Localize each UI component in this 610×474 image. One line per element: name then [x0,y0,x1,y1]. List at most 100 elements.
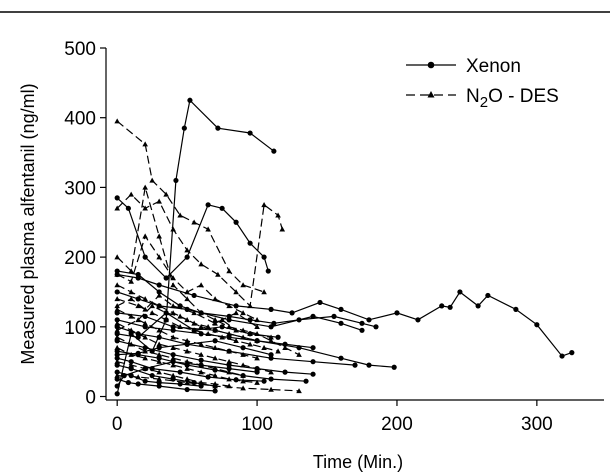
data-point [261,289,267,295]
data-point [247,130,253,136]
data-point [240,327,246,333]
data-point [156,233,162,239]
data-point [184,317,190,323]
data-point [142,205,148,211]
data-point [184,379,190,385]
data-point [114,334,120,340]
data-point [142,141,148,147]
data-point [359,327,365,333]
data-point [114,289,120,295]
data-point [198,351,204,357]
data-point [177,324,183,330]
data-point [170,327,176,333]
data-point [205,330,211,337]
data-point [268,352,274,358]
data-point [212,355,218,361]
data-point [170,355,176,361]
data-point [303,378,309,384]
data-point [170,352,176,358]
y-tick-label: 100 [64,318,96,339]
data-point [170,344,176,350]
series-layer [114,97,575,397]
legend-n2o-des-label-rest: O - DES [488,86,559,107]
data-point [268,324,274,330]
data-point [184,337,190,343]
data-point [310,313,316,319]
data-point [226,358,232,364]
y-tick-label: 400 [64,109,96,130]
data-point [128,191,134,197]
data-point [226,348,232,354]
data-point [240,385,246,391]
data-point [135,334,141,340]
series-n2o-des-25 [114,344,260,385]
data-point [254,317,260,323]
data-point [114,327,120,333]
data-point [184,296,190,302]
data-point [338,355,344,361]
data-point [247,303,253,309]
data-point [212,320,218,326]
data-point [226,303,232,309]
series-line [117,340,314,375]
data-point [212,317,218,323]
data-point [128,327,134,333]
data-point [198,324,204,330]
data-point [275,212,281,218]
data-point [128,268,134,274]
data-point [135,303,141,309]
series-xenon-2 [114,271,575,359]
data-point [391,364,397,370]
data-point [163,191,169,197]
data-point [156,292,162,298]
data-point [177,381,183,387]
data-point [177,369,183,375]
data-point [219,334,225,340]
data-point [173,177,179,184]
data-point [170,226,176,232]
data-point [359,320,365,326]
legend-xenon-label: Xenon [466,56,521,77]
data-point [163,310,169,316]
series-n2o-des-21 [114,296,281,354]
series-xenon-1 [114,195,271,281]
data-point [198,310,204,316]
data-point [198,341,204,347]
data-point [233,337,239,343]
series-n2o-des-17 [114,118,267,295]
y-tick-label: 0 [85,388,96,409]
x-tick-label: 0 [112,414,123,435]
data-point [135,296,141,302]
legend-n2o-des-marker [427,91,435,98]
data-point [114,118,120,124]
data-point [142,378,148,384]
data-point [240,351,246,357]
data-point [394,310,400,316]
data-point [125,205,131,211]
series-n2o-des-23 [114,320,274,375]
data-point [240,334,246,340]
data-point [215,271,221,277]
data-point [191,310,197,316]
data-point [149,310,155,316]
data-point [156,303,162,309]
data-point [205,324,211,330]
data-point [135,317,141,323]
data-point [142,355,148,361]
x-axis-label: Time (Min.) [313,452,403,472]
series-n2o-des-18 [114,191,286,309]
data-point [191,219,197,225]
y-axis-ticks: 0 100 200 300 400 500 [64,39,106,409]
y-tick-label: 500 [64,39,96,60]
series-line [116,99,275,394]
data-point [156,327,162,333]
data-point [142,296,148,302]
data-point [198,379,204,385]
data-point [114,254,120,260]
data-point [205,202,211,208]
data-point [177,212,183,218]
data-point [282,344,288,350]
data-point [296,351,302,357]
series-line [117,375,300,392]
data-point [212,372,218,378]
